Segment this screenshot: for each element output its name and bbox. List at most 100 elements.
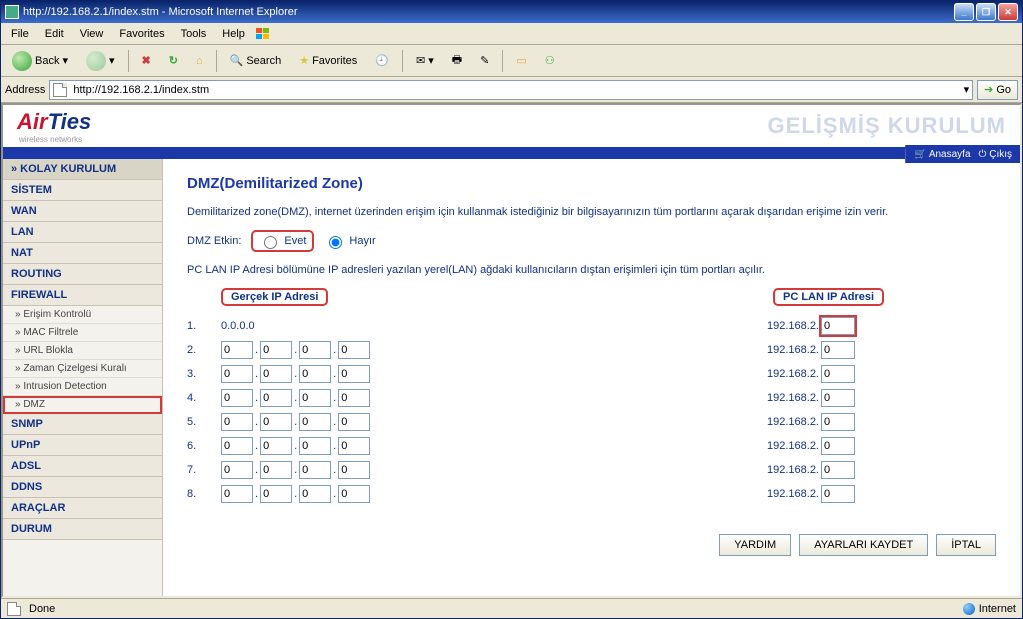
ip-octet-input[interactable]: [221, 365, 253, 383]
ip-octet-input[interactable]: [260, 341, 292, 359]
lan-last-octet-input[interactable]: [821, 437, 855, 455]
lan-last-octet-input[interactable]: [821, 461, 855, 479]
forward-button[interactable]: ▾: [79, 49, 122, 73]
sidebar-item-firewall[interactable]: FIREWALL: [3, 285, 162, 306]
lan-last-octet-input[interactable]: [821, 365, 855, 383]
ip-octet-input[interactable]: [299, 413, 331, 431]
menu-file[interactable]: File: [5, 26, 35, 42]
ip-octet-input[interactable]: [338, 341, 370, 359]
page-header: AirTies wireless networks GELİŞMİŞ KURUL…: [3, 105, 1020, 149]
ip-octet-input[interactable]: [338, 389, 370, 407]
lan-last-octet-input[interactable]: [821, 413, 855, 431]
help-button[interactable]: YARDIM: [719, 534, 791, 556]
back-button[interactable]: Back ▾: [5, 49, 75, 73]
go-button[interactable]: ➔ Go: [977, 80, 1018, 100]
ip-octet-input[interactable]: [221, 437, 253, 455]
sidebar-item-zaman[interactable]: » Zaman Çizelgesi Kuralı: [3, 360, 162, 378]
sidebar-item-upnp[interactable]: UPnP: [3, 435, 162, 456]
ip-octet-input[interactable]: [299, 461, 331, 479]
print-button[interactable]: 🖶: [445, 49, 469, 73]
menu-edit[interactable]: Edit: [39, 26, 70, 42]
sidebar-item-adsl[interactable]: ADSL: [3, 456, 162, 477]
sidebar-item-url[interactable]: » URL Blokla: [3, 342, 162, 360]
button-row: YARDIM AYARLARI KAYDET İPTAL: [187, 534, 996, 556]
sidebar-item-routing[interactable]: ROUTING: [3, 264, 162, 285]
sidebar-item-sistem[interactable]: SİSTEM: [3, 180, 162, 201]
ip-octet-input[interactable]: [260, 365, 292, 383]
ip-octet-input[interactable]: [299, 437, 331, 455]
discuss-button[interactable]: ▭: [509, 49, 533, 73]
radio-hayir[interactable]: [329, 236, 342, 249]
ip-octet-input[interactable]: [260, 461, 292, 479]
home-link[interactable]: 🛒 Anasayfa: [914, 149, 970, 160]
edit-button[interactable]: ✎: [473, 49, 496, 73]
ip-octet-input[interactable]: [338, 485, 370, 503]
ip-octet-input[interactable]: [260, 413, 292, 431]
exit-link[interactable]: ⏻ Çıkış: [979, 149, 1012, 160]
sidebar-item-ddns[interactable]: DDNS: [3, 477, 162, 498]
lan-last-octet-input[interactable]: [821, 341, 855, 359]
go-label: Go: [996, 84, 1011, 96]
real-ip-group: ...: [221, 341, 567, 359]
real-ip-group: ...: [221, 461, 567, 479]
hayir-wrap[interactable]: Hayır: [324, 233, 375, 249]
sidebar-item-dmz[interactable]: » DMZ: [3, 396, 162, 414]
save-button[interactable]: AYARLARI KAYDET: [799, 534, 928, 556]
ip-octet-input[interactable]: [260, 389, 292, 407]
sidebar-item-kolay[interactable]: » KOLAY KURULUM: [3, 159, 162, 180]
sidebar-item-araclar[interactable]: ARAÇLAR: [3, 498, 162, 519]
ip-octet-input[interactable]: [299, 485, 331, 503]
cancel-button[interactable]: İPTAL: [936, 534, 996, 556]
messenger-button[interactable]: ⚇: [538, 49, 562, 73]
menu-help[interactable]: Help: [216, 26, 251, 42]
favorites-button[interactable]: ★ Favorites: [292, 49, 364, 73]
ip-octet-input[interactable]: [221, 461, 253, 479]
menu-favorites[interactable]: Favorites: [113, 26, 170, 42]
sidebar-item-durum[interactable]: DURUM: [3, 519, 162, 540]
description: Demilitarized zone(DMZ), internet üzerin…: [187, 206, 996, 218]
history-button[interactable]: 🕘: [368, 49, 396, 73]
close-button[interactable]: ✕: [998, 3, 1018, 21]
ip-octet-input[interactable]: [338, 461, 370, 479]
ip-octet-input[interactable]: [260, 485, 292, 503]
menu-view[interactable]: View: [74, 26, 110, 42]
sidebar-item-wan[interactable]: WAN: [3, 201, 162, 222]
sidebar-item-nat[interactable]: NAT: [3, 243, 162, 264]
ip-octet-input[interactable]: [260, 437, 292, 455]
refresh-button[interactable]: ↻: [162, 49, 185, 73]
radio-hayir-label: Hayır: [349, 235, 375, 247]
ip-octet-input[interactable]: [338, 365, 370, 383]
dropdown-icon[interactable]: ▾: [964, 83, 970, 96]
sidebar-item-lan[interactable]: LAN: [3, 222, 162, 243]
stop-button[interactable]: ✖: [135, 49, 158, 73]
sidebar-item-snmp[interactable]: SNMP: [3, 414, 162, 435]
sidebar-item-intrusion[interactable]: » Intrusion Detection: [3, 378, 162, 396]
ip-octet-input[interactable]: [338, 413, 370, 431]
lan-last-octet-input[interactable]: [821, 485, 855, 503]
lan-last-octet-input[interactable]: [821, 389, 855, 407]
ip-octet-input[interactable]: [221, 485, 253, 503]
ip-octet-input[interactable]: [221, 341, 253, 359]
home-button[interactable]: ⌂: [189, 49, 210, 73]
ip-octet-input[interactable]: [221, 389, 253, 407]
ip-octet-input[interactable]: [299, 341, 331, 359]
mail-button[interactable]: ✉▾: [409, 49, 441, 73]
sidebar-item-mac[interactable]: » MAC Filtrele: [3, 324, 162, 342]
page-icon: [7, 602, 21, 616]
ip-octet-input[interactable]: [299, 389, 331, 407]
search-button[interactable]: 🔍 Search: [223, 49, 289, 73]
ip-octet-input[interactable]: [221, 413, 253, 431]
radio-evet[interactable]: [264, 236, 277, 249]
lan-last-octet-input[interactable]: [821, 317, 855, 335]
sidebar-item-erisim[interactable]: » Erişim Kontrolü: [3, 306, 162, 324]
globe-icon: [963, 603, 975, 615]
menu-tools[interactable]: Tools: [175, 26, 213, 42]
address-input[interactable]: [71, 83, 959, 97]
stop-icon: ✖: [142, 54, 151, 67]
maximize-button[interactable]: ❐: [976, 3, 996, 21]
lan-prefix: 192.168.2.: [767, 416, 819, 428]
table-row: 3....192.168.2.: [187, 362, 996, 386]
ip-octet-input[interactable]: [338, 437, 370, 455]
ip-octet-input[interactable]: [299, 365, 331, 383]
minimize-button[interactable]: _: [954, 3, 974, 21]
